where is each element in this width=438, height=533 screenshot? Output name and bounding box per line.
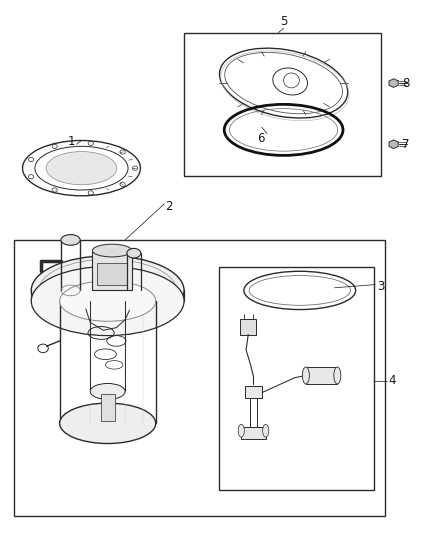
Bar [245,386,262,398]
Ellipse shape [238,424,244,437]
Text: 6: 6 [257,132,264,146]
Ellipse shape [39,260,177,321]
Ellipse shape [61,235,80,245]
Bar [14,240,385,516]
Bar [101,394,115,421]
Text: 1: 1 [68,135,75,148]
Ellipse shape [90,383,125,399]
Bar [219,266,374,490]
Ellipse shape [302,367,309,384]
Ellipse shape [46,151,117,185]
Bar [306,367,337,384]
Bar [92,251,132,290]
Text: 4: 4 [388,374,396,387]
Ellipse shape [31,266,184,336]
Bar [184,33,381,176]
Ellipse shape [334,367,341,384]
Text: 8: 8 [402,77,410,90]
Text: 3: 3 [377,280,384,293]
Polygon shape [389,79,398,87]
Text: 5: 5 [280,15,287,28]
Ellipse shape [92,244,132,257]
Bar [241,426,266,439]
Bar [240,319,256,335]
Ellipse shape [31,256,184,325]
Ellipse shape [60,403,155,443]
Polygon shape [389,140,398,149]
Bar [97,263,127,285]
Ellipse shape [263,424,269,437]
Ellipse shape [127,248,141,258]
Text: 2: 2 [165,200,173,213]
Ellipse shape [60,281,155,321]
Text: 7: 7 [402,138,410,151]
